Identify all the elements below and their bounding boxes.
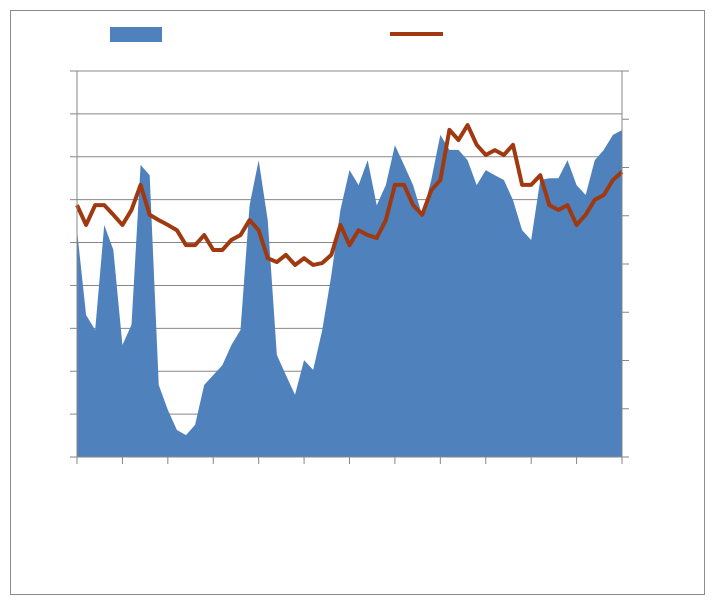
line (75, 123, 624, 267)
area (77, 130, 622, 458)
legend-swatch (110, 27, 162, 42)
